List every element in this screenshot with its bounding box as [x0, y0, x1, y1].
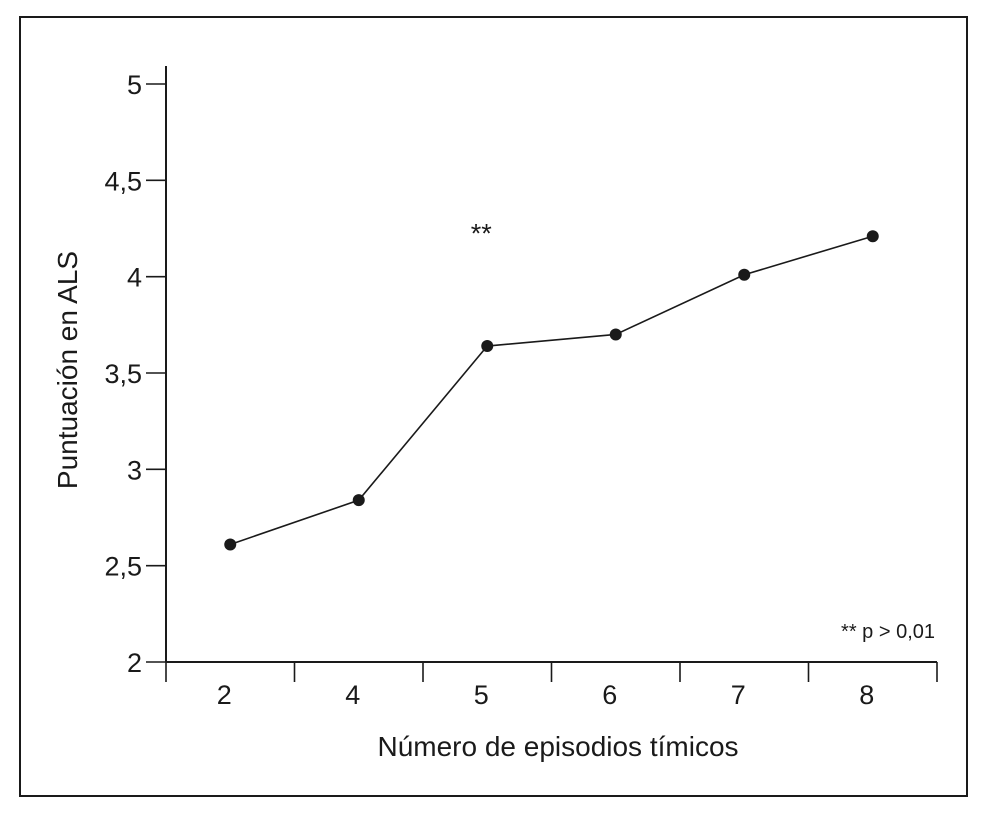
- significance-marker: **: [471, 219, 493, 249]
- data-point: [609, 328, 622, 341]
- y-tick-label: 4,5: [104, 166, 142, 196]
- data-point: [738, 268, 751, 281]
- x-ticks: 2 4 5 6 7 8: [165, 662, 938, 710]
- x-tick-label: 7: [731, 680, 746, 710]
- data-point: [481, 340, 494, 353]
- chart-frame: [19, 16, 968, 797]
- series-line: [229, 235, 873, 546]
- x-tick-label: 8: [859, 680, 874, 710]
- x-tick-label: 2: [217, 680, 232, 710]
- y-tick-label: 5: [127, 70, 142, 100]
- y-axis-label: Puntuación en ALS: [52, 251, 83, 489]
- x-tick-label: 4: [345, 680, 360, 710]
- x-tick-label: 6: [602, 680, 617, 710]
- y-tick-label: 4: [127, 263, 142, 293]
- y-ticks: 2 2,5 3 3,5 4 4,5 5: [104, 70, 166, 678]
- y-tick-label: 2: [127, 648, 142, 678]
- data-point: [224, 538, 237, 551]
- y-tick-label: 3,5: [104, 359, 142, 389]
- data-point: [866, 230, 879, 243]
- x-axis-label: Número de episodios tímicos: [377, 731, 738, 762]
- significance-footnote: ** p > 0,01: [841, 621, 935, 643]
- y-tick-label: 3: [127, 455, 142, 485]
- x-tick-label: 5: [474, 680, 489, 710]
- y-tick-label: 2,5: [104, 552, 142, 582]
- axes: [165, 66, 937, 663]
- data-point: [352, 494, 365, 507]
- series: [224, 230, 879, 551]
